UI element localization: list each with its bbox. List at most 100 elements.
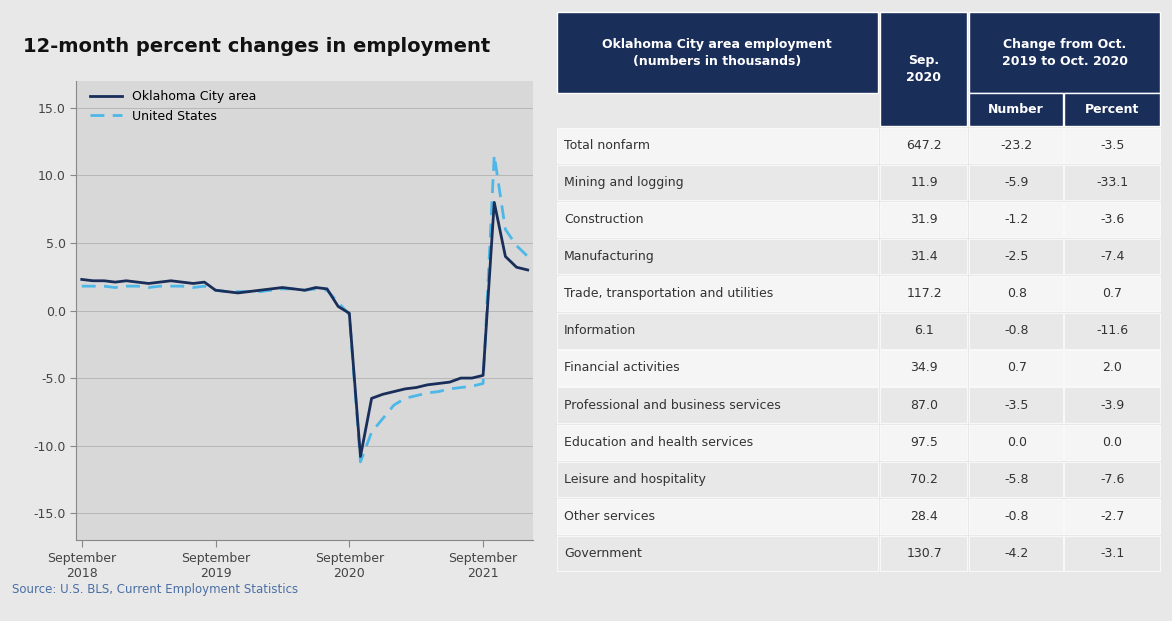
Text: 0.8: 0.8 bbox=[1007, 288, 1027, 301]
Text: Oklahoma City area employment
(numbers in thousands): Oklahoma City area employment (numbers i… bbox=[602, 38, 832, 68]
Text: Financial activities: Financial activities bbox=[564, 361, 680, 374]
Text: Government: Government bbox=[564, 547, 642, 560]
Text: 0.7: 0.7 bbox=[1103, 288, 1123, 301]
Bar bbox=[880, 127, 967, 163]
Bar bbox=[557, 350, 878, 386]
Bar bbox=[880, 313, 967, 348]
Text: -11.6: -11.6 bbox=[1096, 324, 1129, 337]
Bar bbox=[969, 313, 1063, 348]
Bar bbox=[880, 276, 967, 312]
Text: -3.5: -3.5 bbox=[1101, 138, 1124, 152]
Text: -7.4: -7.4 bbox=[1101, 250, 1124, 263]
Bar bbox=[557, 425, 878, 460]
Text: 117.2: 117.2 bbox=[906, 288, 942, 301]
Text: 97.5: 97.5 bbox=[911, 436, 939, 449]
Bar bbox=[557, 202, 878, 237]
Text: -0.8: -0.8 bbox=[1004, 510, 1029, 523]
Bar bbox=[557, 127, 878, 163]
Text: -3.9: -3.9 bbox=[1101, 399, 1124, 412]
Text: -5.9: -5.9 bbox=[1004, 176, 1029, 189]
Bar bbox=[557, 276, 878, 312]
Text: 0.7: 0.7 bbox=[1007, 361, 1027, 374]
Bar bbox=[969, 239, 1063, 274]
Text: 0.0: 0.0 bbox=[1103, 436, 1123, 449]
Bar bbox=[880, 499, 967, 534]
Text: Total nonfarm: Total nonfarm bbox=[564, 138, 650, 152]
Bar bbox=[557, 461, 878, 497]
Bar bbox=[557, 388, 878, 423]
Text: Number: Number bbox=[988, 103, 1043, 116]
Bar bbox=[557, 239, 878, 274]
Text: 12-month percent changes in employment: 12-month percent changes in employment bbox=[23, 37, 491, 57]
Text: 2.0: 2.0 bbox=[1103, 361, 1123, 374]
Bar bbox=[1064, 461, 1160, 497]
Bar bbox=[1064, 388, 1160, 423]
Bar bbox=[969, 536, 1063, 571]
Bar bbox=[557, 313, 878, 348]
Text: -5.8: -5.8 bbox=[1004, 473, 1029, 486]
Text: 0.0: 0.0 bbox=[1007, 436, 1027, 449]
Text: 130.7: 130.7 bbox=[906, 547, 942, 560]
Text: -33.1: -33.1 bbox=[1096, 176, 1129, 189]
Text: -3.6: -3.6 bbox=[1101, 213, 1124, 226]
Text: 70.2: 70.2 bbox=[911, 473, 939, 486]
Text: 31.9: 31.9 bbox=[911, 213, 938, 226]
Bar bbox=[1064, 536, 1160, 571]
Bar bbox=[969, 425, 1063, 460]
Bar bbox=[1064, 202, 1160, 237]
Bar bbox=[969, 93, 1063, 126]
Text: Other services: Other services bbox=[564, 510, 655, 523]
Text: -4.2: -4.2 bbox=[1004, 547, 1029, 560]
Bar bbox=[1064, 127, 1160, 163]
Bar bbox=[1064, 276, 1160, 312]
Text: Sep.
2020: Sep. 2020 bbox=[906, 54, 941, 84]
Bar bbox=[880, 536, 967, 571]
Text: -3.5: -3.5 bbox=[1004, 399, 1029, 412]
Text: Construction: Construction bbox=[564, 213, 643, 226]
Bar bbox=[557, 165, 878, 200]
Bar bbox=[969, 388, 1063, 423]
Bar bbox=[880, 461, 967, 497]
Text: 31.4: 31.4 bbox=[911, 250, 938, 263]
Text: -2.5: -2.5 bbox=[1004, 250, 1029, 263]
Text: Leisure and hospitality: Leisure and hospitality bbox=[564, 473, 706, 486]
Text: 87.0: 87.0 bbox=[911, 399, 939, 412]
Bar bbox=[1064, 165, 1160, 200]
Bar bbox=[969, 276, 1063, 312]
Text: -0.8: -0.8 bbox=[1004, 324, 1029, 337]
Bar bbox=[1064, 499, 1160, 534]
Text: -2.7: -2.7 bbox=[1101, 510, 1124, 523]
Bar bbox=[557, 536, 878, 571]
Text: 28.4: 28.4 bbox=[911, 510, 938, 523]
Text: Trade, transportation and utilities: Trade, transportation and utilities bbox=[564, 288, 774, 301]
Text: 34.9: 34.9 bbox=[911, 361, 938, 374]
Bar bbox=[969, 127, 1063, 163]
Bar bbox=[1064, 425, 1160, 460]
Bar bbox=[1064, 350, 1160, 386]
Bar bbox=[557, 499, 878, 534]
Bar bbox=[880, 350, 967, 386]
Text: -3.1: -3.1 bbox=[1101, 547, 1124, 560]
Text: Education and health services: Education and health services bbox=[564, 436, 754, 449]
Text: Professional and business services: Professional and business services bbox=[564, 399, 781, 412]
Bar bbox=[1064, 239, 1160, 274]
Text: Mining and logging: Mining and logging bbox=[564, 176, 683, 189]
Legend: Oklahoma City area, United States: Oklahoma City area, United States bbox=[86, 85, 261, 127]
Bar bbox=[969, 499, 1063, 534]
Bar bbox=[880, 202, 967, 237]
Text: 6.1: 6.1 bbox=[914, 324, 934, 337]
Bar bbox=[880, 165, 967, 200]
Bar bbox=[880, 388, 967, 423]
Text: Source: U.S. BLS, Current Employment Statistics: Source: U.S. BLS, Current Employment Sta… bbox=[12, 583, 298, 596]
Bar bbox=[880, 239, 967, 274]
Text: Change from Oct.
2019 to Oct. 2020: Change from Oct. 2019 to Oct. 2020 bbox=[1002, 38, 1127, 68]
Text: 11.9: 11.9 bbox=[911, 176, 938, 189]
Text: -7.6: -7.6 bbox=[1101, 473, 1124, 486]
Bar bbox=[969, 165, 1063, 200]
Text: Percent: Percent bbox=[1085, 103, 1139, 116]
Bar bbox=[969, 12, 1160, 93]
Text: Manufacturing: Manufacturing bbox=[564, 250, 655, 263]
Bar bbox=[969, 350, 1063, 386]
Bar bbox=[880, 12, 967, 126]
Bar bbox=[969, 202, 1063, 237]
